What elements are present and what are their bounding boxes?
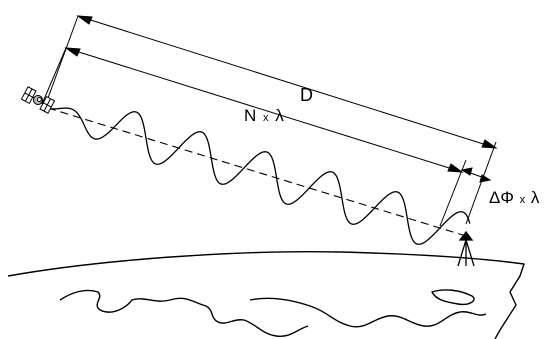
ext-line-rx-top <box>465 141 497 225</box>
arrowhead-n-end <box>447 163 464 173</box>
arrowhead-n-start <box>64 47 81 57</box>
arrowhead-d-end <box>481 139 498 149</box>
coastline-left <box>59 289 309 338</box>
ext-line-sat-mid <box>41 47 67 105</box>
arrowhead-phase-end <box>479 174 492 183</box>
cycles-label: N x λ <box>244 106 284 125</box>
dimension-line-n <box>65 47 463 173</box>
cycles-dimension <box>41 47 467 227</box>
line-of-sight <box>47 107 467 237</box>
carrier-wave <box>47 107 471 245</box>
satellite-icon <box>20 86 56 114</box>
horizon-line <box>7 251 525 339</box>
surveying-tripod-icon <box>457 230 475 267</box>
phase-dimension <box>460 167 492 183</box>
distance-label: D <box>300 85 313 105</box>
arrowhead-phase-start <box>460 167 473 176</box>
dimension-line-d <box>77 15 497 149</box>
arrowhead-d-start <box>76 15 93 25</box>
distance-dimension <box>47 15 498 225</box>
ext-line-partial <box>439 159 467 227</box>
earth-surface <box>7 251 525 339</box>
phase-label: ΔΦ x λ <box>489 188 540 207</box>
ext-line-sat-top <box>47 15 79 99</box>
coastline-right <box>249 297 487 328</box>
island <box>431 289 475 306</box>
